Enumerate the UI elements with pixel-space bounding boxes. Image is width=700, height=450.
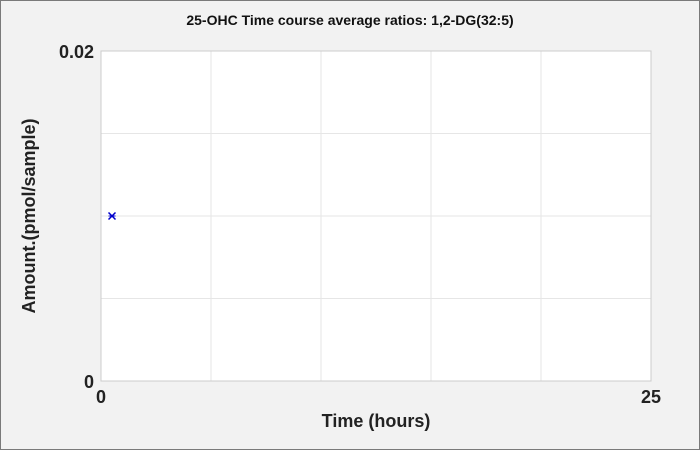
x-axis-title: Time (hours) — [322, 411, 431, 431]
chart-title: 25-OHC Time course average ratios: 1,2-D… — [186, 12, 514, 28]
y-tick-label-bottom: 0 — [84, 372, 94, 392]
x-tick-label-left: 0 — [96, 387, 106, 407]
data-point — [107, 211, 117, 221]
plot-border — [100, 50, 652, 382]
y-axis-title: Amount.(pmol/sample) — [19, 118, 39, 313]
data-points — [107, 211, 117, 221]
x-tick-label-right: 25 — [641, 387, 661, 407]
y-tick-label-top: 0.02 — [59, 42, 94, 62]
